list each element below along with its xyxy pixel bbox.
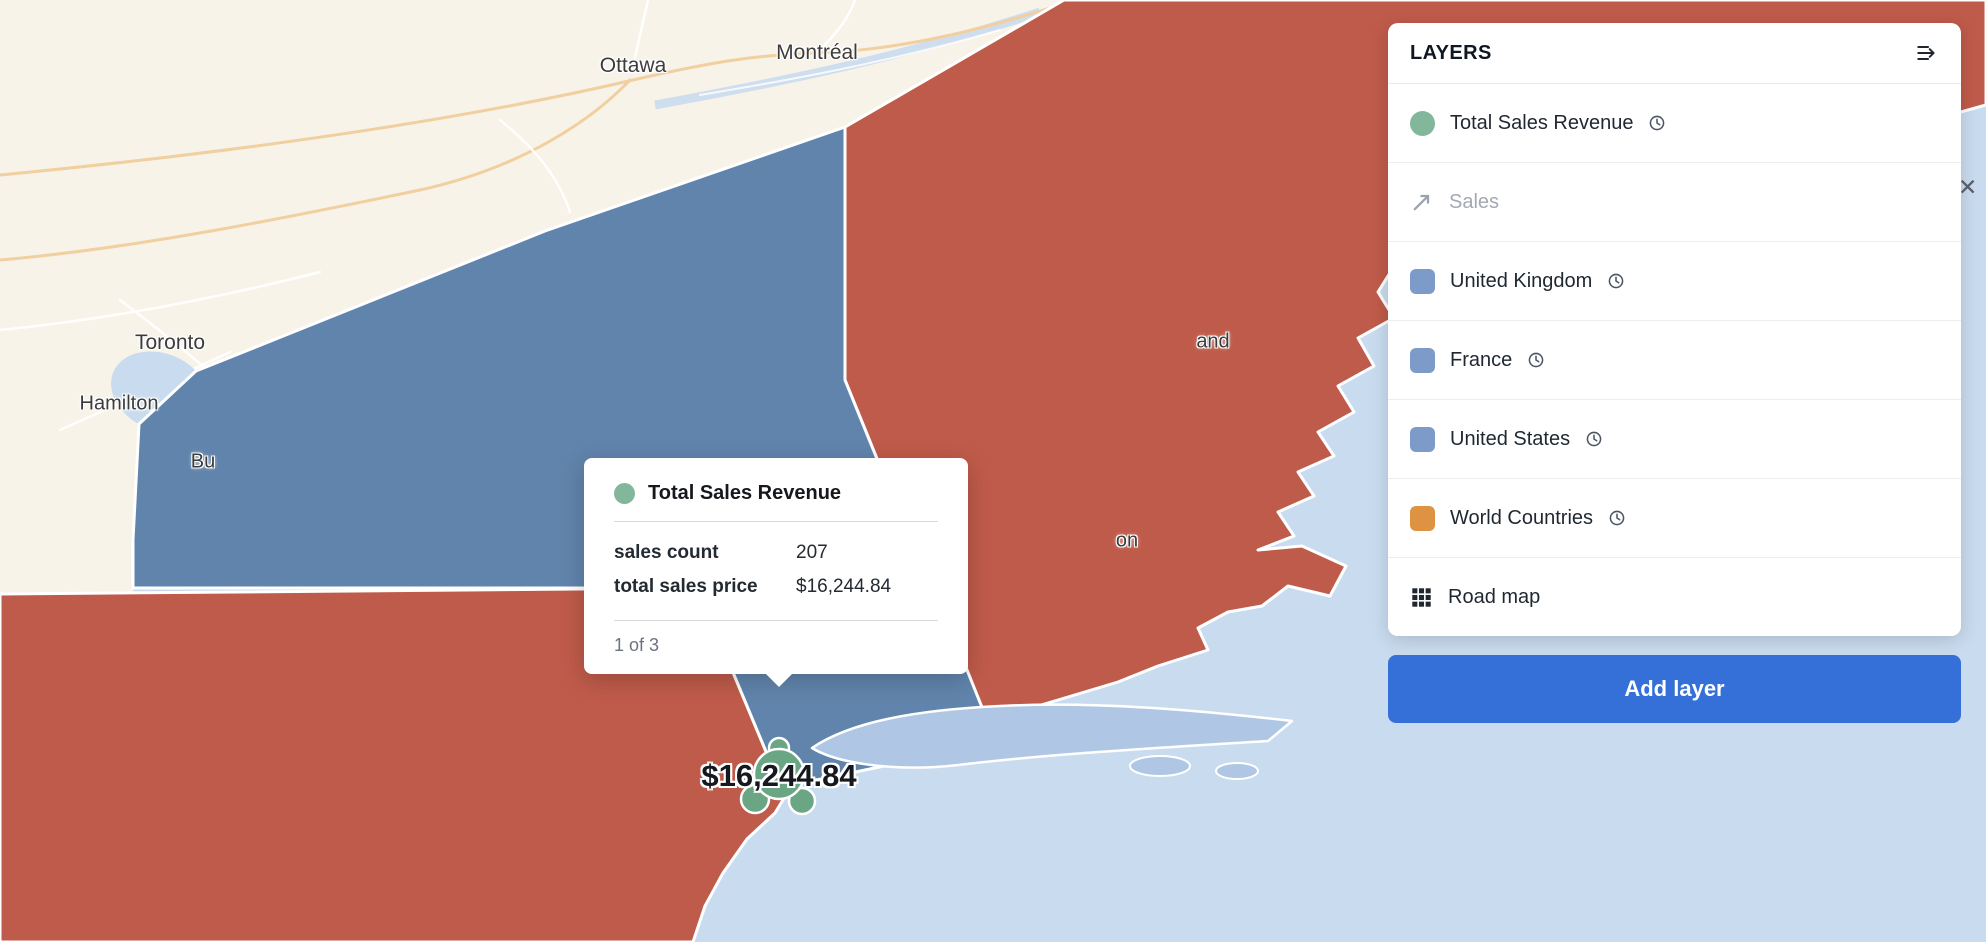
layer-row-road-map[interactable]: Road map (1388, 558, 1961, 636)
popup-row-label: total sales price (614, 576, 758, 597)
feature-popup: Total Sales Revenue sales count 207 tota… (584, 458, 968, 687)
add-layer-button[interactable]: Add layer (1388, 655, 1961, 723)
popup-title: Total Sales Revenue (648, 482, 842, 504)
layer-label: Sales (1449, 190, 1500, 213)
popup-pagination: 1 of 3 (614, 635, 660, 655)
roads (0, 0, 1052, 432)
layers-panel: LAYERS Total Sales Revenue (1388, 23, 1961, 636)
island-small-1 (1129, 755, 1191, 777)
sales-marker-cluster[interactable] (739, 736, 817, 816)
layer-label: Road map (1448, 585, 1541, 608)
popup-row-label: sales count (614, 542, 719, 563)
popup-row-value: 207 (796, 542, 828, 563)
clock-icon[interactable] (1527, 351, 1545, 369)
clock-icon[interactable] (1608, 509, 1626, 527)
layer-row-sales[interactable]: Sales (1388, 163, 1961, 242)
clock-icon[interactable] (1607, 272, 1625, 290)
layer-row-united-kingdom[interactable]: United Kingdom (1388, 242, 1961, 321)
layers-panel-container: LAYERS Total Sales Revenue (1388, 23, 1961, 723)
marker-value-label[interactable]: $16,244.84 (701, 758, 857, 793)
layer-row-total-sales-revenue[interactable]: Total Sales Revenue (1388, 84, 1961, 163)
island-small-2 (1215, 762, 1259, 780)
layer-row-world-countries[interactable]: World Countries (1388, 479, 1961, 558)
popup-row: total sales price $16,244.84 (614, 570, 938, 604)
land-ontario-quebec[interactable] (0, 0, 1064, 600)
clock-icon[interactable] (1648, 114, 1666, 132)
layer-row-united-states[interactable]: United States (1388, 400, 1961, 479)
layer-label: World Countries (1450, 506, 1594, 529)
popup-row: sales count 207 (614, 536, 938, 570)
layer-label: Total Sales Revenue (1450, 111, 1634, 134)
layer-swatch-square[interactable] (1410, 426, 1435, 452)
layer-swatch-square[interactable] (1410, 347, 1435, 373)
popup-row-value: $16,244.84 (796, 576, 892, 597)
clock-icon[interactable] (1585, 430, 1603, 448)
river (654, 7, 1042, 110)
collapse-panel-icon[interactable] (1915, 41, 1939, 65)
layer-swatch-square[interactable] (1410, 505, 1435, 531)
layer-swatch-circle[interactable] (1410, 110, 1435, 136)
layer-label: France (1450, 348, 1513, 371)
layer-label: United Kingdom (1450, 269, 1593, 292)
long-island[interactable] (810, 703, 1294, 769)
layer-label: United States (1450, 427, 1571, 450)
trend-arrow-icon (1410, 190, 1434, 214)
layer-swatch-square[interactable] (1410, 268, 1435, 294)
close-icon[interactable]: ✕ (1958, 174, 1978, 200)
layer-row-france[interactable]: France (1388, 321, 1961, 400)
lake-ontario (111, 351, 196, 424)
layer-color-dot (614, 483, 635, 504)
grid-basemap-icon (1410, 586, 1433, 609)
layers-panel-title: LAYERS (1410, 41, 1492, 64)
